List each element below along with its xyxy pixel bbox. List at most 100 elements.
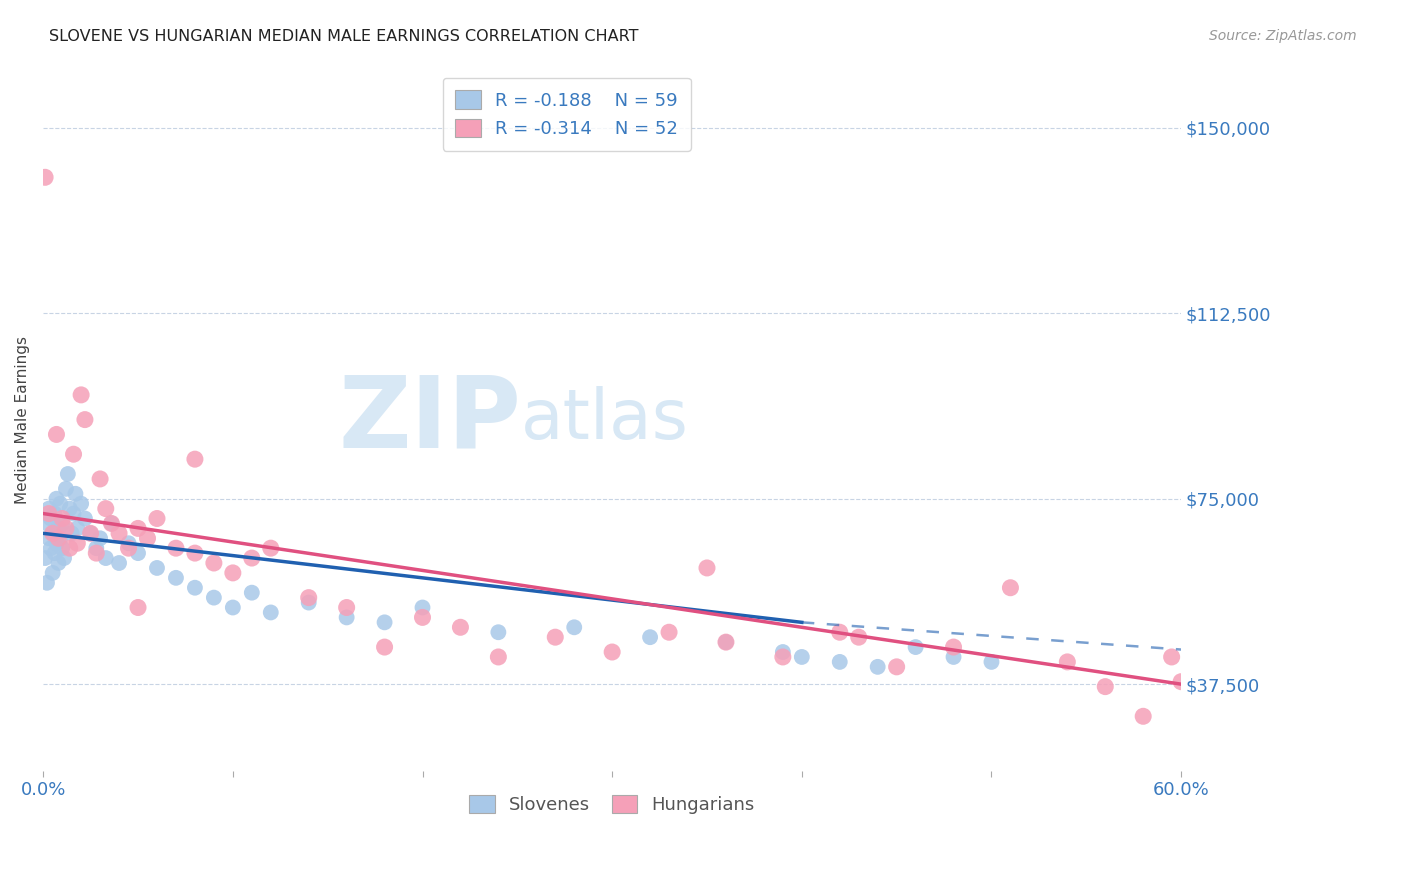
Point [486, 650, 509, 665]
Point [79, 526, 101, 541]
Point [108, 526, 131, 541]
Point [298, 596, 321, 610]
Point [45, 536, 67, 550]
Text: SLOVENE VS HUNGARIAN MEDIAN MALE EARNINGS CORRELATION CHART: SLOVENE VS HUNGARIAN MEDIAN MALE EARNING… [49, 29, 638, 44]
Point [49, 497, 72, 511]
Point [35, 516, 58, 531]
Point [412, 610, 434, 624]
Point [240, 585, 263, 599]
Point [35, 575, 58, 590]
Point [828, 655, 851, 669]
Point [55, 521, 77, 535]
Point [222, 566, 245, 580]
Point [48, 556, 70, 570]
Point [56, 467, 79, 481]
Point [100, 516, 122, 531]
Point [1056, 655, 1078, 669]
Y-axis label: Median Male Earnings: Median Male Earnings [15, 335, 30, 504]
Point [44, 546, 66, 560]
Text: Source: ZipAtlas.com: Source: ZipAtlas.com [1209, 29, 1357, 43]
Point [240, 551, 263, 566]
Point [108, 556, 131, 570]
Point [60, 526, 83, 541]
Point [146, 561, 169, 575]
Point [600, 645, 623, 659]
Point [117, 541, 139, 556]
Point [84, 541, 107, 556]
Point [38, 531, 60, 545]
Text: ZIP: ZIP [339, 371, 522, 468]
Point [53, 551, 76, 566]
Point [48, 531, 70, 545]
Point [117, 536, 139, 550]
Point [127, 546, 149, 560]
Point [38, 501, 60, 516]
Point [260, 606, 283, 620]
Point [828, 625, 851, 640]
Point [39, 511, 62, 525]
Point [94, 551, 117, 566]
Point [34, 170, 56, 185]
Point [51, 516, 73, 531]
Point [904, 640, 927, 654]
Legend: Slovenes, Hungarians: Slovenes, Hungarians [458, 784, 766, 825]
Point [66, 536, 89, 550]
Point [39, 541, 62, 556]
Point [59, 501, 82, 516]
Point [790, 650, 813, 665]
Point [374, 640, 396, 654]
Point [486, 625, 509, 640]
Point [886, 660, 908, 674]
Point [222, 600, 245, 615]
Point [562, 620, 585, 634]
Point [336, 600, 359, 615]
Point [449, 620, 471, 634]
Point [848, 630, 870, 644]
Point [544, 630, 567, 644]
Point [184, 546, 207, 560]
Text: atlas: atlas [522, 386, 689, 453]
Point [38, 507, 60, 521]
Point [136, 531, 159, 545]
Point [1000, 581, 1022, 595]
Point [41, 566, 63, 580]
Point [184, 452, 207, 467]
Point [412, 600, 434, 615]
Point [49, 531, 72, 545]
Point [696, 561, 718, 575]
Point [202, 556, 225, 570]
Point [34, 551, 56, 566]
Point [336, 610, 359, 624]
Point [1094, 680, 1116, 694]
Point [41, 526, 63, 541]
Point [89, 472, 111, 486]
Point [84, 546, 107, 560]
Point [65, 487, 87, 501]
Point [79, 526, 101, 541]
Point [66, 521, 89, 535]
Point [127, 600, 149, 615]
Point [714, 635, 737, 649]
Point [146, 511, 169, 525]
Point [202, 591, 225, 605]
Point [1160, 650, 1182, 665]
Point [942, 640, 965, 654]
Point [374, 615, 396, 630]
Point [70, 497, 93, 511]
Point [48, 521, 70, 535]
Point [89, 531, 111, 545]
Point [51, 541, 73, 556]
Point [51, 511, 73, 525]
Point [127, 521, 149, 535]
Point [41, 526, 63, 541]
Point [59, 541, 82, 556]
Point [165, 571, 187, 585]
Point [100, 516, 122, 531]
Point [866, 660, 889, 674]
Point [980, 655, 1002, 669]
Point [714, 635, 737, 649]
Point [44, 507, 66, 521]
Point [94, 501, 117, 516]
Point [73, 412, 96, 426]
Point [165, 541, 187, 556]
